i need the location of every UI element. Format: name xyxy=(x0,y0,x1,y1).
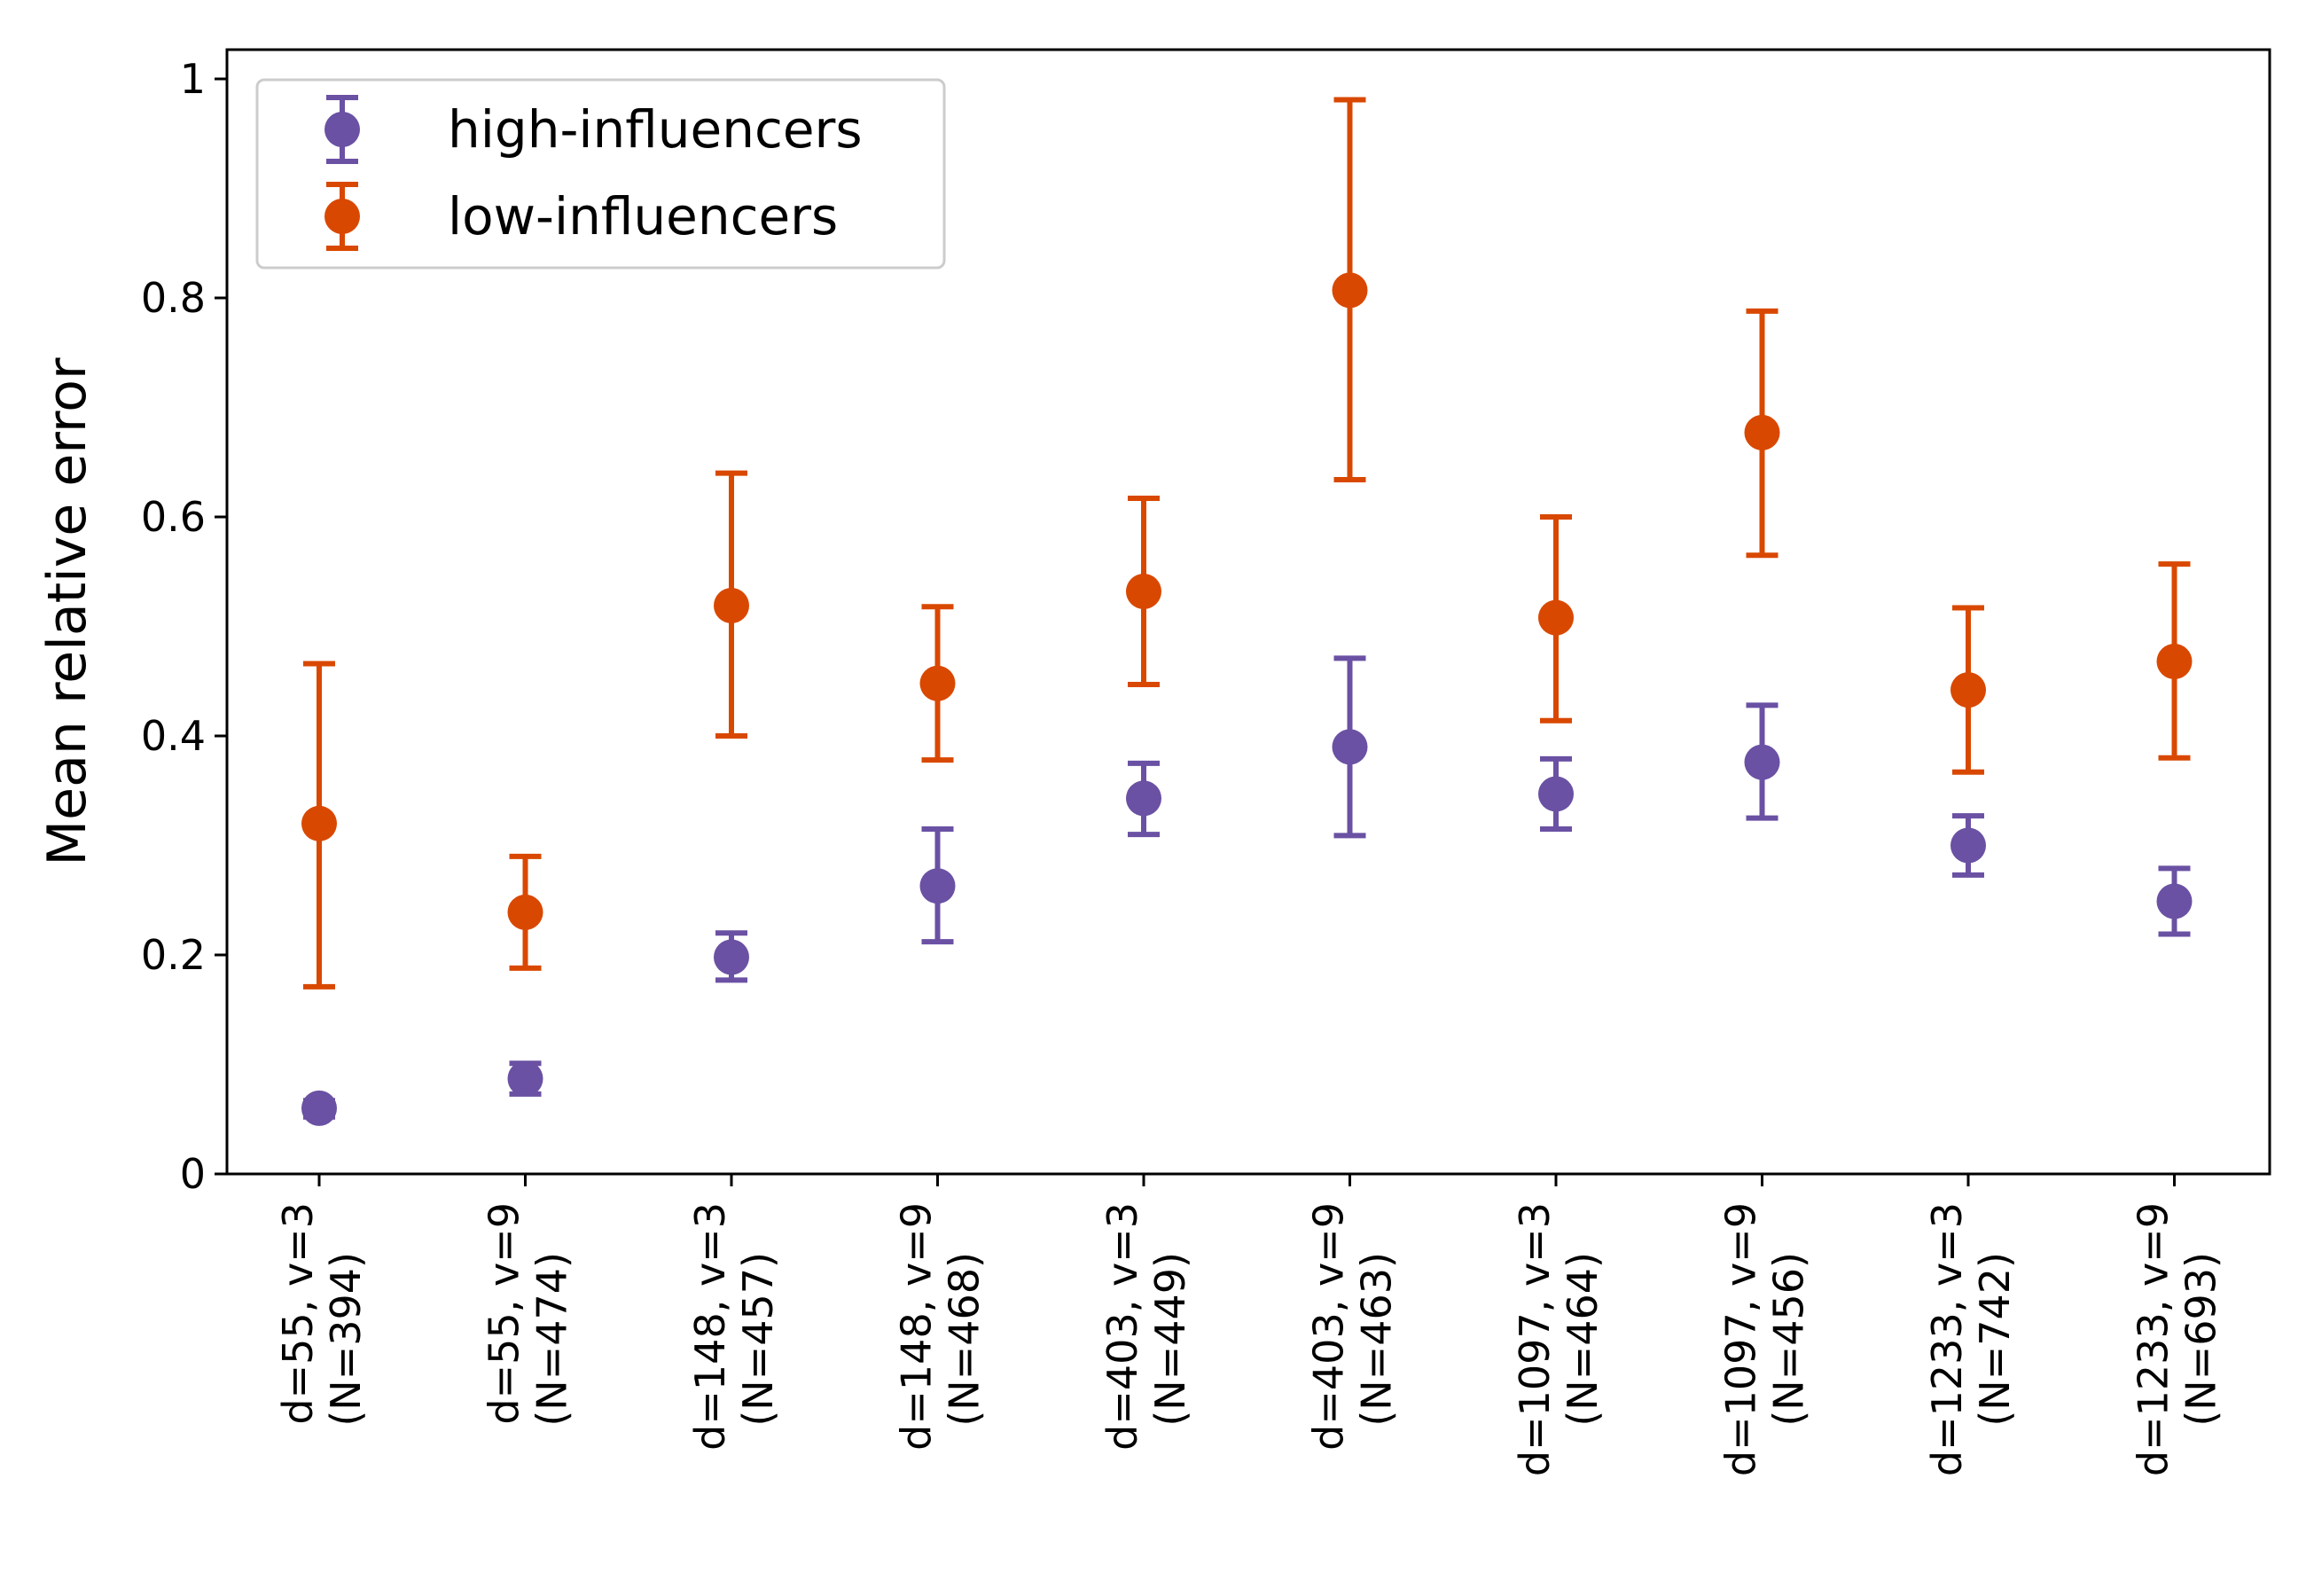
x-tick-label-line1: d=403, v=3 xyxy=(1098,1202,1146,1451)
data-point xyxy=(507,1060,543,1097)
y-tick-label: 1 xyxy=(180,55,206,103)
x-tick-label-line2: (N=474) xyxy=(528,1252,576,1427)
x-tick-label-group: d=1097, v=3 (N=464) xyxy=(1511,1202,1607,1476)
x-tick-label-line2: (N=457) xyxy=(734,1252,782,1427)
x-tick-label-line1: d=1097, v=9 xyxy=(1717,1202,1765,1476)
x-tick-label-line2: (N=464) xyxy=(1559,1252,1607,1427)
series-low-influencers xyxy=(301,97,2193,990)
y-tick-label: 0.4 xyxy=(141,712,206,760)
data-point xyxy=(919,868,956,904)
x-tick-label-line2: (N=693) xyxy=(2177,1252,2225,1427)
data-point xyxy=(1126,573,1161,609)
x-tick-label-group: d=403, v=9 (N=463) xyxy=(1305,1202,1401,1451)
legend-marker xyxy=(324,199,360,234)
x-tick-label-line2: (N=449) xyxy=(1146,1252,1194,1427)
plot-frame xyxy=(225,48,2271,1176)
x-tick-label-line2: (N=456) xyxy=(1765,1252,1813,1427)
data-point xyxy=(1950,672,1986,708)
x-tick-label-group: d=148, v=9 (N=468) xyxy=(893,1202,989,1451)
data-point xyxy=(301,1090,337,1126)
y-tick-label: 0.8 xyxy=(141,274,206,322)
legend-label: low-influencers xyxy=(448,186,838,246)
x-tick-label-group: d=55, v=9 (N=474) xyxy=(481,1202,576,1427)
x-tick-label-line2: (N=463) xyxy=(1353,1252,1401,1427)
x-axis: d=55, v=3 (N=394) d=55, v=9 (N=474) d=148, v… xyxy=(274,1174,2225,1476)
y-tick-label: 0.2 xyxy=(141,931,206,979)
x-tick-label-line1: d=1233, v=3 xyxy=(1923,1202,1971,1476)
x-tick-label-line1: d=55, v=9 xyxy=(481,1202,528,1425)
data-point xyxy=(919,665,956,701)
x-tick-label-group: d=1233, v=3 (N=742) xyxy=(1923,1202,2019,1476)
data-point xyxy=(2156,883,2193,919)
x-tick-label-line1: d=148, v=3 xyxy=(686,1202,734,1451)
data-point xyxy=(714,588,749,624)
data-point xyxy=(1332,272,1368,309)
x-tick-label-line2: (N=468) xyxy=(941,1252,989,1427)
y-axis: 0 0.2 0.4 0.6 0.8 1 xyxy=(141,55,227,1198)
x-tick-label-group: d=148, v=3 (N=457) xyxy=(686,1202,782,1451)
data-point xyxy=(1538,599,1574,636)
x-tick-label-line1: d=148, v=9 xyxy=(893,1202,941,1451)
x-tick-label-line1: d=403, v=9 xyxy=(1305,1202,1353,1451)
legend-label: high-influencers xyxy=(448,99,863,160)
x-tick-label-group: d=403, v=3 (N=449) xyxy=(1098,1202,1194,1451)
data-point xyxy=(714,939,749,975)
data-point xyxy=(1744,744,1780,780)
y-tick-label: 0 xyxy=(180,1150,206,1198)
x-tick-label-group: d=1097, v=9 (N=456) xyxy=(1717,1202,1813,1476)
data-point xyxy=(1744,414,1780,450)
legend: high-influencers low-influencers xyxy=(255,78,946,270)
data-point xyxy=(1332,729,1368,765)
data-marks xyxy=(301,97,2193,1126)
legend-marker xyxy=(324,112,360,147)
x-tick-label-line2: (N=394) xyxy=(322,1252,370,1427)
x-tick-label-group: d=55, v=3 (N=394) xyxy=(274,1202,370,1427)
data-point xyxy=(507,894,543,930)
x-tick-label-line1: d=1233, v=9 xyxy=(2130,1202,2177,1476)
x-tick-label-line1: d=1097, v=3 xyxy=(1511,1202,1559,1476)
x-tick-label-group: d=1233, v=9 (N=693) xyxy=(2130,1202,2225,1476)
data-point xyxy=(1126,780,1161,817)
y-axis-title: Mean relative error xyxy=(36,357,98,866)
x-tick-label-line1: d=55, v=3 xyxy=(274,1202,322,1425)
data-point xyxy=(2156,644,2193,680)
x-tick-label-line2: (N=742) xyxy=(1971,1252,2019,1427)
series-high-influencers xyxy=(301,655,2193,1126)
y-tick-label: 0.6 xyxy=(141,493,206,541)
legend-box xyxy=(255,78,946,270)
data-point xyxy=(1538,776,1574,812)
data-point xyxy=(301,805,337,841)
data-point xyxy=(1950,827,1986,864)
